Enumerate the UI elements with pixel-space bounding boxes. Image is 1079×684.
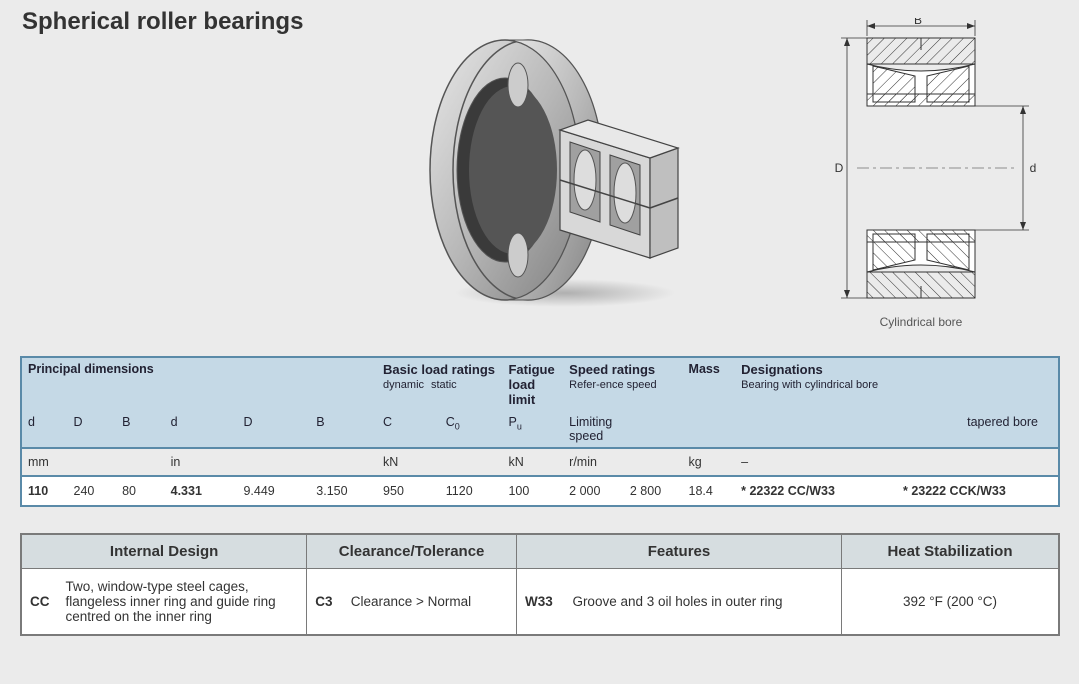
val-lim-speed: 2 800 [624, 476, 683, 506]
svg-text:d: d [1030, 161, 1037, 175]
val-mass: 18.4 [683, 476, 736, 506]
val-C0: 1120 [440, 476, 503, 506]
sym-Pu: Pu [502, 411, 563, 448]
val-Pu: 100 [502, 476, 563, 506]
hdr-desig: DesignationsBearing with cylindrical bor… [735, 357, 1059, 411]
features-desc: Groove and 3 oil holes in outer ring [564, 569, 841, 636]
unit-kg: kg [683, 448, 736, 476]
unit-kn1: kN [377, 448, 502, 476]
unit-mm: mm [21, 448, 165, 476]
sub-limiting: Limiting speed [563, 411, 624, 448]
sub-tapered: tapered bore [897, 411, 1059, 448]
val-d-mm: 110 [21, 476, 68, 506]
page-title: Spherical roller bearings [22, 8, 303, 36]
units-row: mm in kN kN r/min kg – [21, 448, 1059, 476]
sym-d-in: d [165, 411, 238, 448]
data-row: 110 240 80 4.331 9.449 3.150 950 1120 10… [21, 476, 1059, 506]
svg-text:B: B [914, 18, 922, 27]
sym-D-in: D [237, 411, 310, 448]
hdr-speed: Speed ratingsRefer-ence speed [563, 357, 682, 411]
clearance-code: C3 [307, 569, 343, 636]
hdr-clearance: Clearance/Tolerance [307, 534, 517, 569]
hdr-fatigue: Fatigue load limit [502, 357, 563, 411]
hdr-features: Features [516, 534, 841, 569]
tech-drawing-caption: Cylindrical bore [791, 315, 1051, 329]
unit-rmin: r/min [563, 448, 682, 476]
hdr-principal: Principal dimensions [21, 357, 377, 411]
heat-value: 392 °F (200 °C) [841, 569, 1059, 636]
spec-table: Principal dimensions Basic load ratingsd… [20, 356, 1060, 507]
val-d-in: 4.331 [165, 476, 238, 506]
sym-D-mm: D [68, 411, 117, 448]
detail-table: Internal Design Clearance/Tolerance Feat… [20, 533, 1060, 636]
val-D-mm: 240 [68, 476, 117, 506]
detail-data-row: CC Two, window-type steel cages, flangel… [21, 569, 1059, 636]
clearance-desc: Clearance > Normal [343, 569, 517, 636]
hdr-heat: Heat Stabilization [841, 534, 1059, 569]
svg-text:D: D [835, 161, 844, 175]
detail-header-row: Internal Design Clearance/Tolerance Feat… [21, 534, 1059, 569]
val-desig1: * 22322 CC/W33 [735, 476, 897, 506]
unit-dash: – [735, 448, 1059, 476]
val-desig2: * 23222 CCK/W33 [897, 476, 1059, 506]
sym-C: C [377, 411, 440, 448]
header-row-1: Principal dimensions Basic load ratingsd… [21, 357, 1059, 411]
hdr-basic-load: Basic load ratingsdynamic static [377, 357, 502, 411]
unit-kn2: kN [502, 448, 563, 476]
header-row-2: d D B d D B C C0 Pu Limiting speed taper… [21, 411, 1059, 448]
hdr-mass: Mass [683, 357, 736, 411]
val-B-mm: 80 [116, 476, 165, 506]
features-code: W33 [516, 569, 564, 636]
unit-in: in [165, 448, 377, 476]
val-D-in: 9.449 [237, 476, 310, 506]
val-C: 950 [377, 476, 440, 506]
val-ref-speed: 2 000 [563, 476, 624, 506]
sym-B-in: B [310, 411, 377, 448]
sym-C0: C0 [440, 411, 503, 448]
technical-drawing: B D d Cylindrical bore [791, 18, 1051, 329]
sym-B-mm: B [116, 411, 165, 448]
internal-desc: Two, window-type steel cages, flangeless… [58, 569, 307, 636]
internal-code: CC [21, 569, 58, 636]
bearing-3d-illustration [410, 25, 695, 310]
val-B-in: 3.150 [310, 476, 377, 506]
sym-d-mm: d [21, 411, 68, 448]
hdr-internal-design: Internal Design [21, 534, 307, 569]
